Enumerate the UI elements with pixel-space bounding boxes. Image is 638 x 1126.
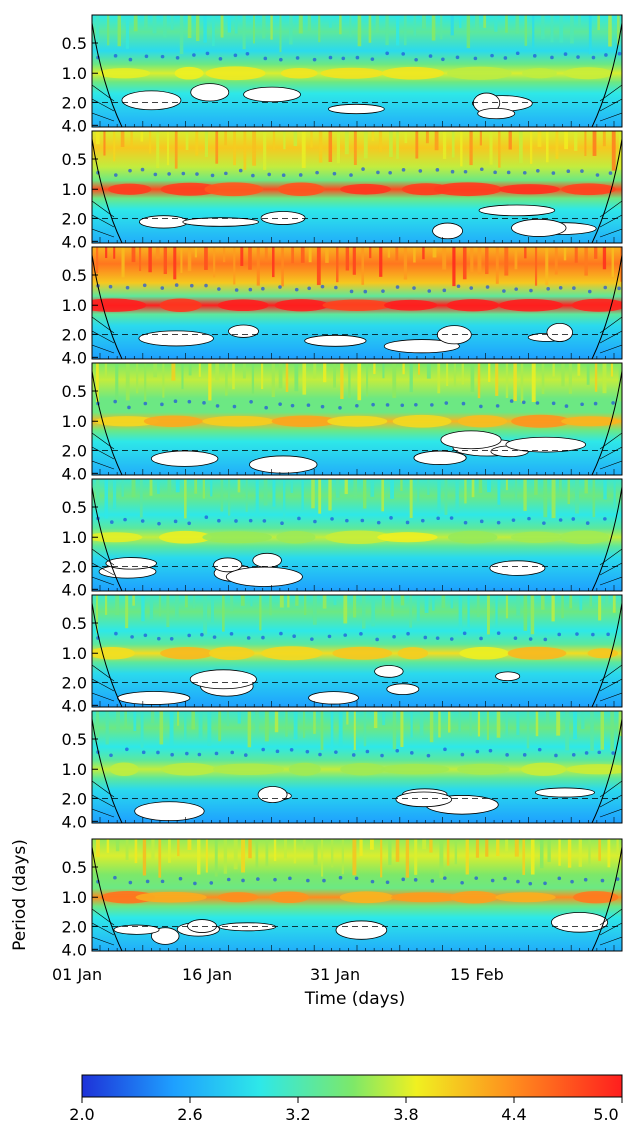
y-tick-label: 0.5 (62, 382, 87, 401)
y-tick-label: 4.0 (62, 696, 87, 715)
y-tick-label: 0.5 (62, 498, 87, 517)
y-tick-label: 0.5 (62, 730, 87, 749)
y-tick-label: 2.0 (62, 917, 87, 936)
spectrum-panels (78, 15, 631, 951)
colorbar-ticks: 2.0 2.6 3.2 3.8 4.4 5.0 (69, 1097, 622, 1124)
spectrum-panel-3 (78, 247, 626, 359)
y-tick-label: 2.0 (62, 209, 87, 228)
y-tick-label: 0.5 (62, 150, 87, 169)
spectrum-panel-5 (87, 479, 625, 591)
spectrum-panel-7 (92, 711, 632, 823)
y-tick-label: 2.0 (62, 325, 87, 344)
x-tick-label: 15 Feb (450, 965, 504, 984)
y-tick-label: 2.0 (62, 789, 87, 808)
spectrum-panel-8 (92, 839, 622, 951)
colorbar-tick-label: 3.2 (285, 1105, 310, 1124)
y-tick-label: 4.0 (62, 116, 87, 135)
y-tick-label: 4.0 (62, 348, 87, 367)
y-tick-label: 2.0 (62, 673, 87, 692)
colorbar-tick-label: 5.0 (593, 1105, 618, 1124)
colorbar-tick-label: 3.8 (393, 1105, 418, 1124)
y-tick-label: 1.0 (62, 760, 87, 779)
x-tick-label: 31 Jan (310, 965, 360, 984)
y-tick-label: 1.0 (62, 644, 87, 663)
y-tick-label: 1.0 (62, 296, 87, 315)
y-tick-label: 4.0 (62, 580, 87, 599)
y-axis-label: Period (days) (10, 839, 30, 951)
colorbar-gradient (82, 1075, 622, 1097)
y-tick-label: 1.0 (62, 64, 87, 83)
y-tick-label: 0.5 (62, 614, 87, 633)
spectrum-panel-6 (89, 595, 622, 707)
x-axis-label: Time (days) (304, 989, 405, 1009)
y-tick-label: 2.0 (62, 557, 87, 576)
y-tick-label: 2.0 (62, 441, 87, 460)
y-tick-label: 0.5 (62, 858, 87, 877)
spectrum-panel-2 (92, 131, 622, 243)
y-tick-label: 0.5 (62, 34, 87, 53)
colorbar-tick-label: 2.6 (177, 1105, 202, 1124)
y-tick-label: 4.0 (62, 812, 87, 831)
colorbar: 2.0 2.6 3.2 3.8 4.4 5.0 (69, 1075, 622, 1124)
y-tick-label: 1.0 (62, 528, 87, 547)
y-tick-label: 1.0 (62, 412, 87, 431)
y-tick-label: 4.0 (62, 940, 87, 959)
x-tick-labels: 01 Jan 16 Jan 31 Jan 15 Feb (52, 965, 504, 984)
colorbar-tick-label: 2.0 (69, 1105, 94, 1124)
x-tick-label: 16 Jan (182, 965, 232, 984)
spectrum-panel-4 (92, 363, 622, 475)
y-tick-label: 4.0 (62, 232, 87, 251)
y-tick-label: 2.0 (62, 93, 87, 112)
y-tick-label: 4.0 (62, 464, 87, 483)
y-tick-label: 1.0 (62, 888, 87, 907)
y-tick-label: 1.0 (62, 180, 87, 199)
spectrum-panel-1 (92, 15, 622, 127)
y-tick-label: 0.5 (62, 266, 87, 285)
y-tick-labels: 0.5 1.0 2.0 4.0 0.5 1.0 2.0 4.0 0.5 1.0 2.0 4.0 0.5 1… (62, 34, 87, 959)
colorbar-tick-label: 4.4 (501, 1105, 526, 1124)
x-tick-label: 01 Jan (52, 965, 102, 984)
